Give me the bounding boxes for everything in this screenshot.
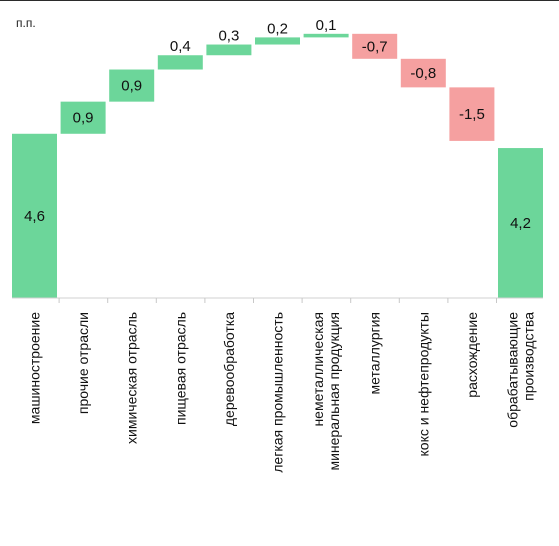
value-label-1: 0,9 [73, 110, 94, 127]
bar-0 [12, 133, 57, 298]
tick-marks-layer [58, 298, 497, 303]
value-label-6: 0,1 [316, 17, 337, 34]
unit-label: п.п. [16, 16, 36, 30]
value-label-2: 0,9 [121, 78, 142, 95]
bar-2 [109, 69, 155, 102]
category-label-2: химическая отрасль [124, 312, 140, 444]
bar-6 [303, 33, 349, 38]
value-label-4: 0,3 [218, 28, 239, 45]
category-label-8: кокс и нефтепродукты [415, 312, 431, 457]
category-labels-layer: машиностроение прочие отрасли химическая о… [27, 312, 537, 473]
value-labels-layer: 4,6 0,9 0,9 0,4 0,3 0,2 0,1 -0,7 -0,8 -1,5 4,2 [24, 17, 531, 232]
category-label-3: пищевая отрасль [172, 312, 188, 425]
bar-8 [400, 58, 446, 88]
value-label-3: 0,4 [170, 38, 191, 55]
category-label-0: машиностроение [27, 312, 43, 424]
category-label-9: расхождение [464, 312, 480, 398]
bar-5 [255, 37, 300, 45]
bar-10 [498, 148, 543, 298]
category-label-4: деревообработка [221, 312, 237, 426]
category-label-10: обрабатывающиепроизводства [505, 312, 537, 428]
value-label-8: -0,8 [410, 65, 436, 82]
category-label-6: неметаллическаяминеральная продукция [310, 312, 342, 471]
value-label-7: -0,7 [362, 38, 388, 55]
bar-7 [352, 33, 398, 59]
value-label-0: 4,6 [24, 208, 45, 225]
category-label-5: легкая промышленность [270, 312, 286, 473]
value-label-10: 4,2 [510, 215, 531, 232]
value-label-5: 0,2 [267, 20, 288, 37]
bar-1 [60, 101, 106, 134]
bar-3 [157, 55, 203, 70]
category-label-7: металлургия [367, 312, 383, 394]
bars-layer [12, 33, 543, 298]
bar-9 [449, 87, 495, 141]
category-label-1: прочие отрасли [75, 312, 91, 414]
bar-4 [206, 44, 252, 56]
value-label-9: -1,5 [459, 106, 485, 123]
